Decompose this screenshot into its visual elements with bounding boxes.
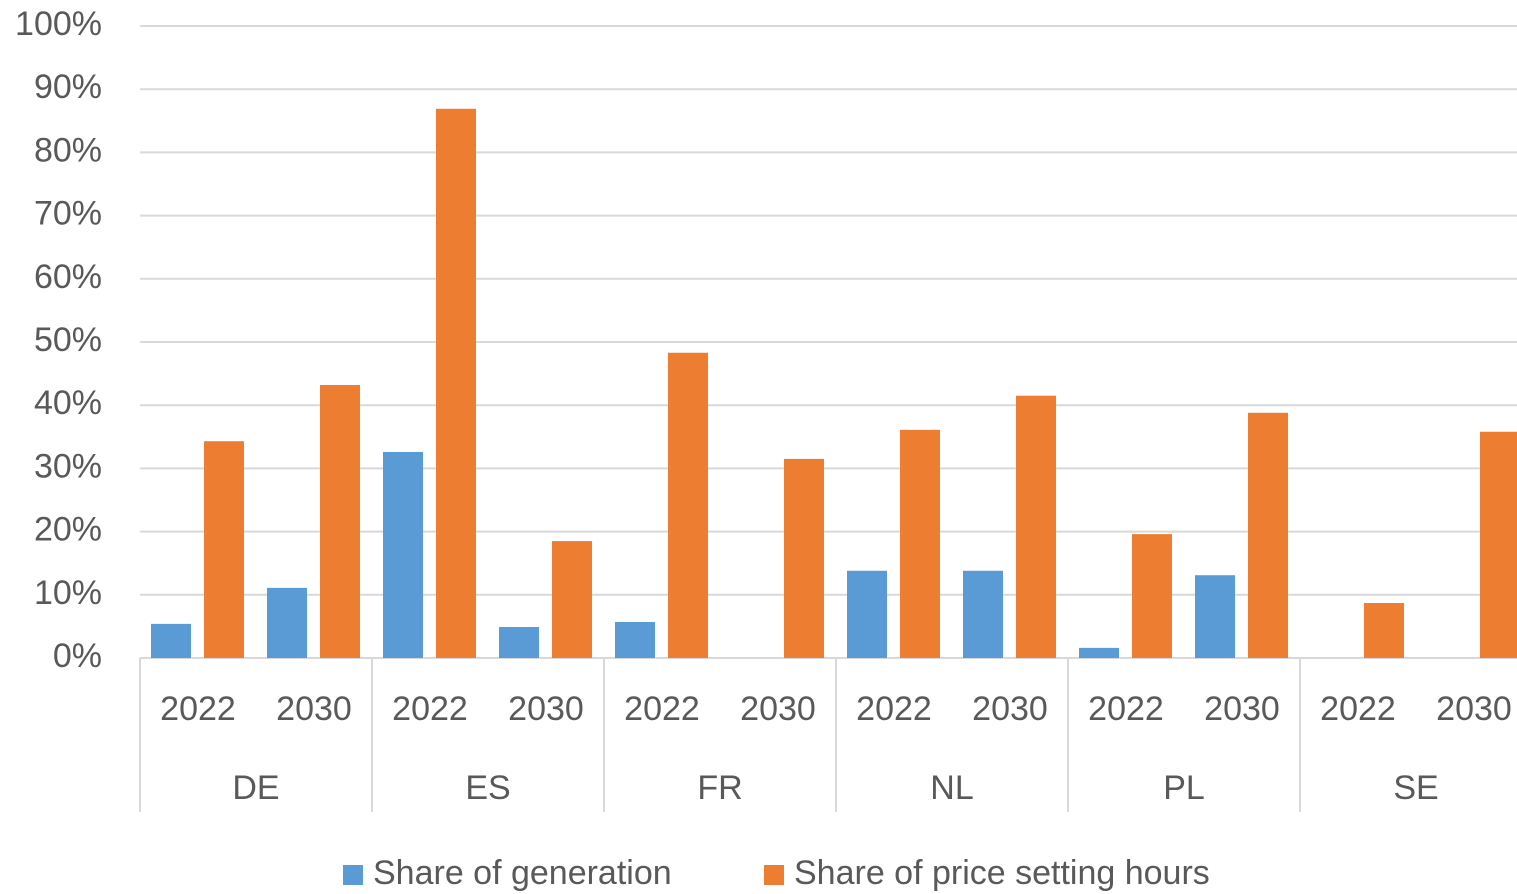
y-tick-label: 40% [34,384,102,422]
x-tick-label: 2022 [392,690,468,728]
bar [1132,534,1172,658]
bar [151,623,191,658]
bar [1480,431,1517,658]
bar [1079,647,1119,658]
y-tick-label: 100% [15,5,102,43]
group-label: PL [1163,769,1205,807]
x-tick-label: 2030 [740,690,816,728]
bar [320,384,360,658]
x-tick-label: 2022 [160,690,236,728]
y-tick-label: 10% [34,574,102,612]
bar [784,458,824,658]
x-tick-label: 2030 [276,690,352,728]
x-tick-label: 2022 [1088,690,1164,728]
bar [900,429,940,658]
group-label: NL [930,769,973,807]
y-tick-label: 90% [34,68,102,106]
y-tick-label: 30% [34,447,102,485]
y-tick-label: 50% [34,321,102,359]
legend-label: Share of generation [373,854,672,892]
bar [436,108,476,659]
bar [1364,603,1404,658]
bar [204,441,244,658]
group-label: ES [465,769,510,807]
bar [1016,395,1056,658]
legend-swatch [764,865,784,885]
bar [963,570,1003,658]
group-label: DE [232,769,279,807]
legend-label: Share of price setting hours [794,854,1210,892]
x-tick-label: 2030 [1204,690,1280,728]
y-tick-label: 60% [34,258,102,296]
y-tick-label: 20% [34,511,102,549]
x-tick-label: 2030 [1436,690,1512,728]
x-tick-label: 2030 [972,690,1048,728]
y-tick-label: 0% [53,637,102,675]
bar [1195,575,1235,658]
bar [668,352,708,658]
bar [267,587,307,658]
bar [1248,412,1288,658]
group-label: FR [697,769,742,807]
x-tick-label: 2022 [1320,690,1396,728]
bar [383,451,423,658]
x-tick-label: 2022 [856,690,932,728]
x-tick-label: 2022 [624,690,700,728]
legend-swatch [343,865,363,885]
bar [552,541,592,658]
x-tick-label: 2030 [508,690,584,728]
group-label: SE [1393,769,1438,807]
bar [847,570,887,658]
bar [499,627,539,658]
y-tick-label: 80% [34,131,102,169]
y-tick-label: 70% [34,195,102,233]
bar [615,621,655,658]
